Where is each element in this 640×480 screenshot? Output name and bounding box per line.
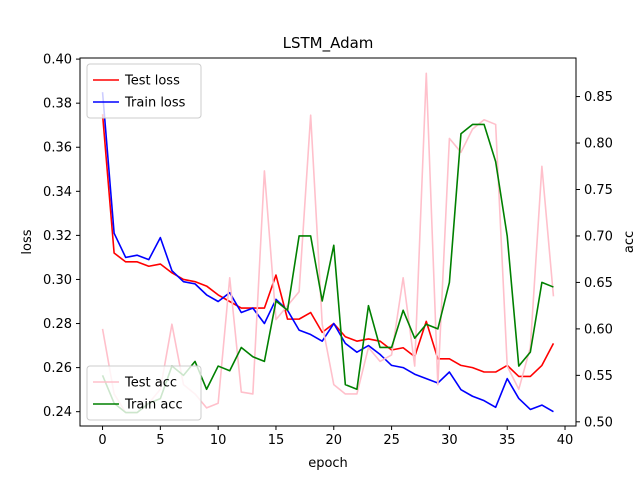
- x-tick-label: 25: [383, 433, 400, 448]
- x-tick-label: 30: [441, 433, 458, 448]
- legend-label: Test acc: [124, 376, 177, 391]
- legend-box: [86, 63, 202, 119]
- x-tick-label: 0: [98, 433, 106, 448]
- left-tick-label: 0.40: [43, 53, 72, 68]
- x-tick-label: 35: [499, 433, 516, 448]
- left-tick-label: 0.28: [43, 317, 72, 332]
- right-tick-label: 0.70: [584, 229, 613, 244]
- right-tick-label: 0.60: [584, 322, 613, 337]
- x-tick-label: 10: [210, 433, 227, 448]
- x-axis-ticks: 0 5 10 15 20 25 30 35 40: [98, 426, 573, 448]
- legend-label: Test loss: [124, 74, 180, 89]
- x-tick-label: 40: [557, 433, 574, 448]
- left-axis-label: loss: [20, 229, 35, 254]
- right-tick-label: 0.50: [584, 415, 613, 430]
- left-tick-label: 0.26: [43, 361, 72, 376]
- series-line-1: [101, 92, 554, 413]
- plot-frame: [79, 57, 577, 427]
- x-axis-label: epoch: [308, 456, 348, 471]
- legend-box: [86, 365, 202, 421]
- left-tick-label: 0.34: [43, 185, 72, 200]
- right-axis-ticks: 0.50 0.55 0.60 0.65 0.70 0.75 0.80 0.85: [576, 90, 613, 430]
- left-tick-label: 0.24: [43, 405, 72, 420]
- left-tick-label: 0.30: [43, 273, 72, 288]
- x-tick-label: 5: [156, 433, 164, 448]
- left-axis-ticks: 0.24 0.26 0.28 0.30 0.32 0.34 0.36 0.38 0.40: [43, 53, 80, 420]
- right-tick-label: 0.85: [584, 90, 613, 105]
- left-tick-label: 0.38: [43, 97, 72, 112]
- chart-title: LSTM_Adam: [283, 34, 374, 53]
- right-tick-label: 0.75: [584, 183, 613, 198]
- right-tick-label: 0.80: [584, 137, 613, 152]
- left-tick-label: 0.32: [43, 229, 72, 244]
- x-tick-label: 20: [326, 433, 343, 448]
- legend-label: Train loss: [124, 96, 186, 111]
- right-tick-label: 0.65: [584, 276, 613, 291]
- right-tick-label: 0.55: [584, 369, 613, 384]
- left-tick-label: 0.36: [43, 141, 72, 156]
- x-tick-label: 15: [268, 433, 285, 448]
- legend-lower-left: Test acc Train acc: [86, 365, 202, 421]
- legend-upper-left: Test loss Train loss: [86, 63, 202, 119]
- legend-label: Train acc: [124, 398, 183, 413]
- right-axis-label: acc: [622, 231, 637, 253]
